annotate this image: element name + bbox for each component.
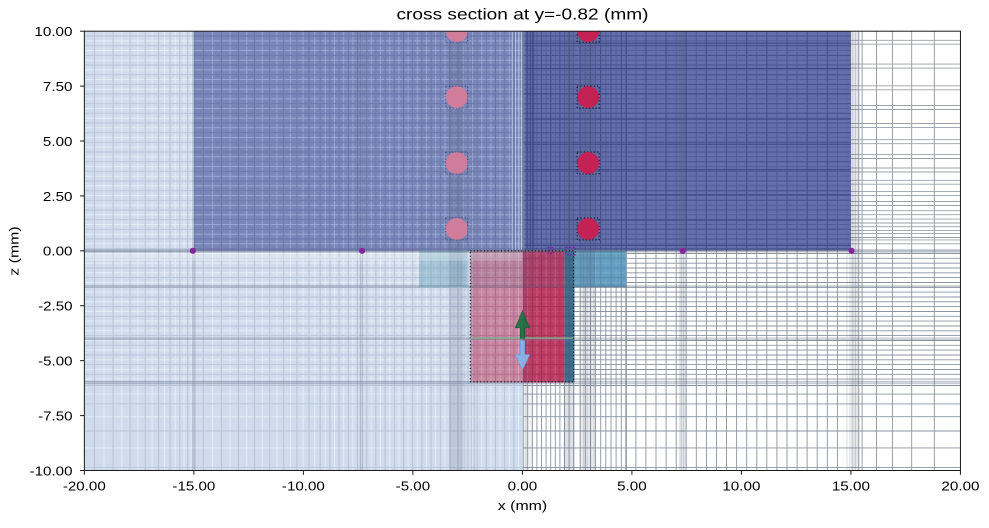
svg-text:5.00: 5.00: [617, 479, 647, 494]
svg-text:0.00: 0.00: [43, 244, 73, 259]
svg-text:10.00: 10.00: [34, 24, 72, 39]
svg-text:-2.50: -2.50: [38, 299, 72, 314]
svg-text:-15.00: -15.00: [172, 479, 215, 494]
svg-text:0.00: 0.00: [508, 479, 538, 494]
svg-text:-10.00: -10.00: [30, 463, 73, 478]
svg-text:2.50: 2.50: [43, 189, 73, 204]
svg-text:x (mm): x (mm): [498, 498, 547, 513]
svg-text:cross section at y=-0.82 (mm): cross section at y=-0.82 (mm): [397, 7, 649, 24]
svg-text:10.00: 10.00: [722, 479, 760, 494]
svg-text:-5.00: -5.00: [396, 479, 430, 494]
svg-text:7.50: 7.50: [43, 79, 73, 94]
svg-text:5.00: 5.00: [43, 134, 73, 149]
svg-text:-5.00: -5.00: [38, 354, 72, 369]
svg-text:-10.00: -10.00: [282, 479, 325, 494]
svg-text:20.00: 20.00: [941, 479, 979, 494]
svg-text:z (mm): z (mm): [7, 226, 22, 275]
svg-text:-20.00: -20.00: [63, 479, 106, 494]
svg-text:-7.50: -7.50: [38, 408, 72, 423]
svg-text:15.00: 15.00: [832, 479, 870, 494]
